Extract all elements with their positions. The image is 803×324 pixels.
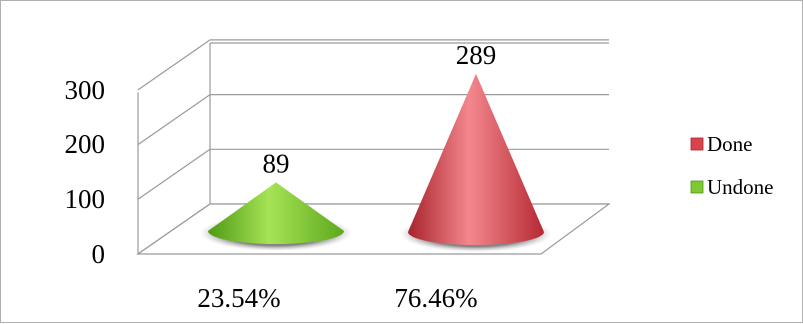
- legend-swatch-done: [690, 137, 704, 151]
- legend-label: Undone: [707, 175, 774, 199]
- side-gridline: [137, 94, 211, 146]
- x-category-label: 76.46%: [394, 283, 477, 313]
- x-category-label: 23.54%: [197, 283, 280, 313]
- side-gridline: [137, 148, 211, 200]
- cone-done: [408, 73, 544, 246]
- side-gridline: [137, 39, 211, 91]
- legend-swatch-undone: [690, 180, 704, 194]
- legend-label: Done: [707, 132, 753, 156]
- cone-layer: [200, 73, 552, 252]
- legend: Done Undone: [690, 132, 774, 199]
- y-tick-label: 200: [65, 129, 106, 159]
- cone-undone: [208, 182, 344, 244]
- y-axis-ticks: 0 100 200 300: [65, 75, 106, 269]
- y-tick-label: 0: [92, 239, 106, 269]
- y-tick-label: 300: [65, 75, 106, 105]
- data-label: 89: [263, 148, 290, 178]
- y-tick-label: 100: [65, 184, 106, 214]
- data-label: 289: [456, 40, 497, 70]
